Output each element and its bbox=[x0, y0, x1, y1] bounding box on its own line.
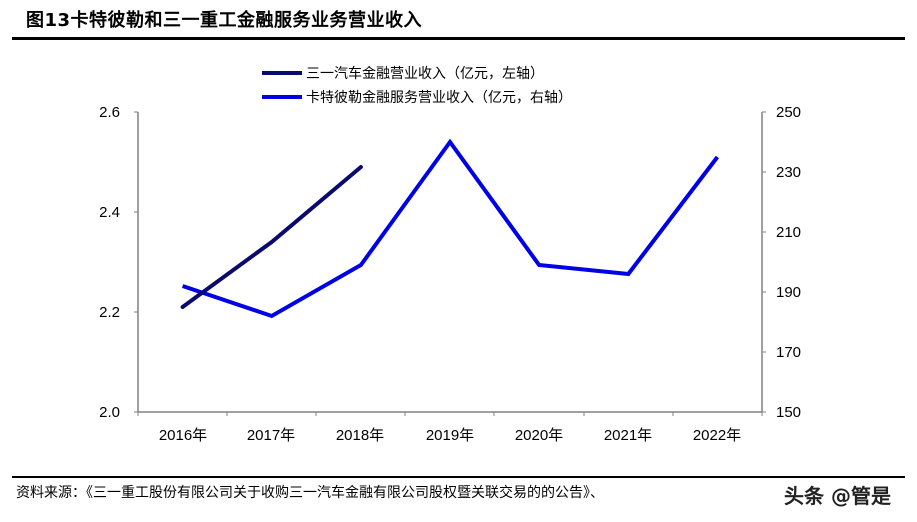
x-tick-label: 2020年 bbox=[515, 427, 563, 444]
right-tick-label: 190 bbox=[776, 284, 801, 301]
x-tick-label: 2022年 bbox=[693, 427, 741, 444]
x-tick-label: 2021年 bbox=[604, 427, 652, 444]
left-tick-label: 2.0 bbox=[99, 404, 120, 421]
right-y-axis: 250 230 210 190 170 150 bbox=[761, 104, 801, 421]
left-tick-label: 2.6 bbox=[99, 104, 120, 121]
series-line-sany bbox=[180, 165, 363, 309]
right-tick-label: 250 bbox=[776, 104, 801, 121]
right-tick-label: 150 bbox=[776, 404, 801, 421]
legend-label-sany: 三一汽车金融营业收入（亿元，左轴） bbox=[306, 65, 544, 82]
source-note: 资料来源：《三一重工股份有限公司关于收购三一汽车金融有限公司股权暨关联交易的的公… bbox=[16, 485, 604, 501]
x-tick-label: 2017年 bbox=[247, 427, 295, 444]
left-tick-label: 2.2 bbox=[99, 304, 120, 321]
legend: 三一汽车金融营业收入（亿元，左轴） 卡特彼勒金融服务营业收入（亿元，右轴） bbox=[262, 65, 572, 106]
left-tick-label: 2.4 bbox=[99, 204, 120, 221]
x-tick-label: 2016年 bbox=[159, 427, 207, 444]
source-divider bbox=[12, 476, 905, 478]
series-line-caterpillar bbox=[181, 138, 719, 319]
watermark: 头条 @管是 bbox=[780, 480, 895, 509]
chart-title: 图13卡特彼勒和三一重工金融服务业务营业收入 bbox=[26, 10, 423, 31]
right-tick-label: 210 bbox=[776, 224, 801, 241]
left-y-axis: 2.6 2.4 2.2 2.0 bbox=[99, 104, 139, 421]
line-chart: 三一汽车金融营业收入（亿元，左轴） 卡特彼勒金融服务营业收入（亿元，右轴） 2.… bbox=[99, 65, 801, 444]
right-tick-label: 170 bbox=[776, 344, 801, 361]
x-tick-label: 2018年 bbox=[336, 427, 384, 444]
legend-label-caterpillar: 卡特彼勒金融服务营业收入（亿元，右轴） bbox=[306, 90, 572, 106]
x-tick-label: 2019年 bbox=[426, 427, 474, 444]
x-axis: 2016年 2017年 2018年 2019年 2020年 2021年 2022… bbox=[137, 411, 763, 444]
title-divider bbox=[12, 37, 905, 40]
right-tick-label: 230 bbox=[776, 164, 801, 181]
